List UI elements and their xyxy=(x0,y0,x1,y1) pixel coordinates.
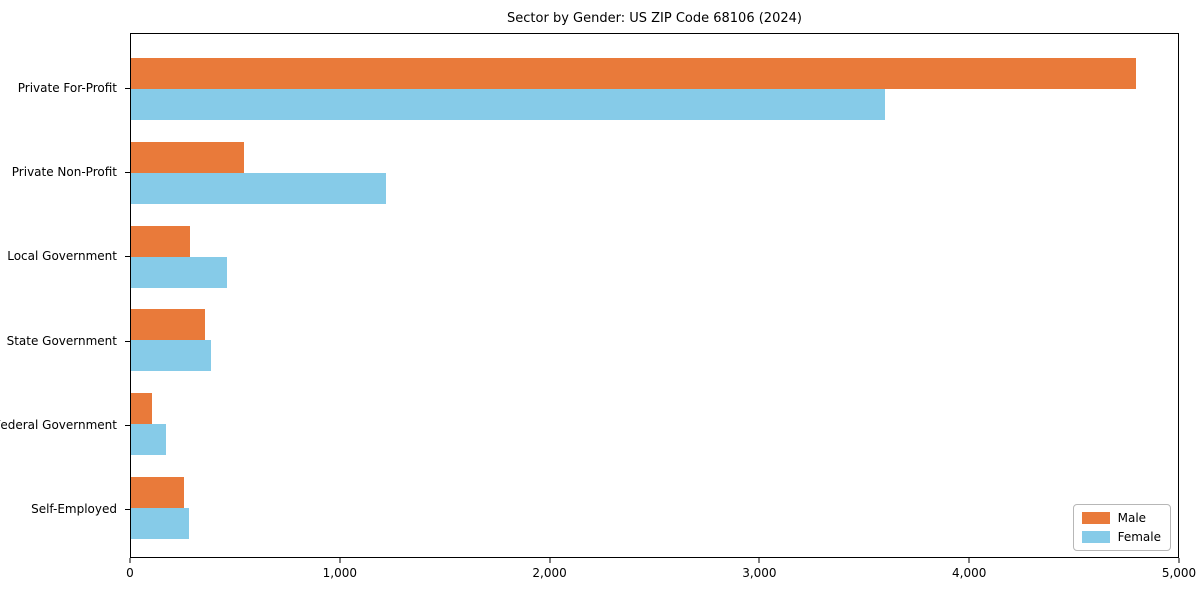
legend-label-male: Male xyxy=(1117,511,1147,525)
bar-male-private-non-profit xyxy=(131,141,245,173)
bar-male-local-government xyxy=(131,225,190,257)
bar-group-local-government xyxy=(131,215,1178,299)
bar-female-state-government xyxy=(131,340,211,372)
xtick-label-3-000: 3,000 xyxy=(742,566,777,580)
legend-item-male: Male xyxy=(1081,511,1161,525)
bars-container xyxy=(131,34,1178,557)
ytick-label-local-government: Local Government xyxy=(7,249,117,264)
legend-label-female: Female xyxy=(1117,530,1161,544)
xtick-mark xyxy=(968,558,970,563)
bar-group-federal-government xyxy=(131,382,1178,466)
ytick-mark xyxy=(125,340,130,342)
legend-swatch-female xyxy=(1081,531,1110,543)
ytick-label-private-for-profit: Private For-Profit xyxy=(17,81,117,96)
bar-group-state-government xyxy=(131,298,1178,382)
bar-female-self-employed xyxy=(131,508,189,540)
xtick-mark xyxy=(339,558,341,563)
xtick-label-1-000: 1,000 xyxy=(322,566,357,580)
legend-item-female: Female xyxy=(1081,530,1161,544)
ytick-mark xyxy=(125,424,130,426)
ytick-mark xyxy=(125,172,130,174)
ytick-label-self-employed: Self-Employed xyxy=(31,501,117,516)
xtick-label-4-000: 4,000 xyxy=(952,566,987,580)
ytick-mark xyxy=(125,88,130,90)
xtick-mark xyxy=(129,558,131,563)
bar-male-self-employed xyxy=(131,477,185,509)
bar-group-self-employed xyxy=(131,466,1178,550)
bar-group-private-for-profit xyxy=(131,47,1178,131)
bar-male-state-government xyxy=(131,309,206,341)
legend: Male Female xyxy=(1072,504,1171,551)
ytick-label-federal-government: Federal Government xyxy=(0,417,117,432)
bar-female-federal-government xyxy=(131,424,166,456)
ytick-mark xyxy=(125,256,130,258)
xtick-mark xyxy=(1178,558,1180,563)
ytick-label-state-government: State Government xyxy=(6,333,117,348)
ytick-label-private-non-profit: Private Non-Profit xyxy=(11,165,117,180)
ytick-mark xyxy=(125,508,130,510)
legend-swatch-male xyxy=(1081,512,1110,524)
xtick-label-0: 0 xyxy=(126,566,134,580)
x-axis: 0 1,000 2,000 3,000 4,000 5,000 xyxy=(126,558,1196,588)
y-axis: Private For-Profit Private Non-Profit Loca… xyxy=(0,33,130,558)
chart-title: Sector by Gender: US ZIP Code 68106 (202… xyxy=(507,11,802,26)
bar-male-private-for-profit xyxy=(131,57,1137,89)
xtick-label-2-000: 2,000 xyxy=(532,566,567,580)
bar-group-private-non-profit xyxy=(131,131,1178,215)
bar-female-private-for-profit xyxy=(131,88,885,120)
xtick-mark xyxy=(758,558,760,563)
xtick-label-5-000: 5,000 xyxy=(1161,566,1197,580)
plot-area: Male Female xyxy=(130,33,1179,558)
bar-female-private-non-profit xyxy=(131,172,387,204)
bar-male-federal-government xyxy=(131,393,152,425)
xtick-mark xyxy=(549,558,551,563)
bar-female-local-government xyxy=(131,256,228,288)
